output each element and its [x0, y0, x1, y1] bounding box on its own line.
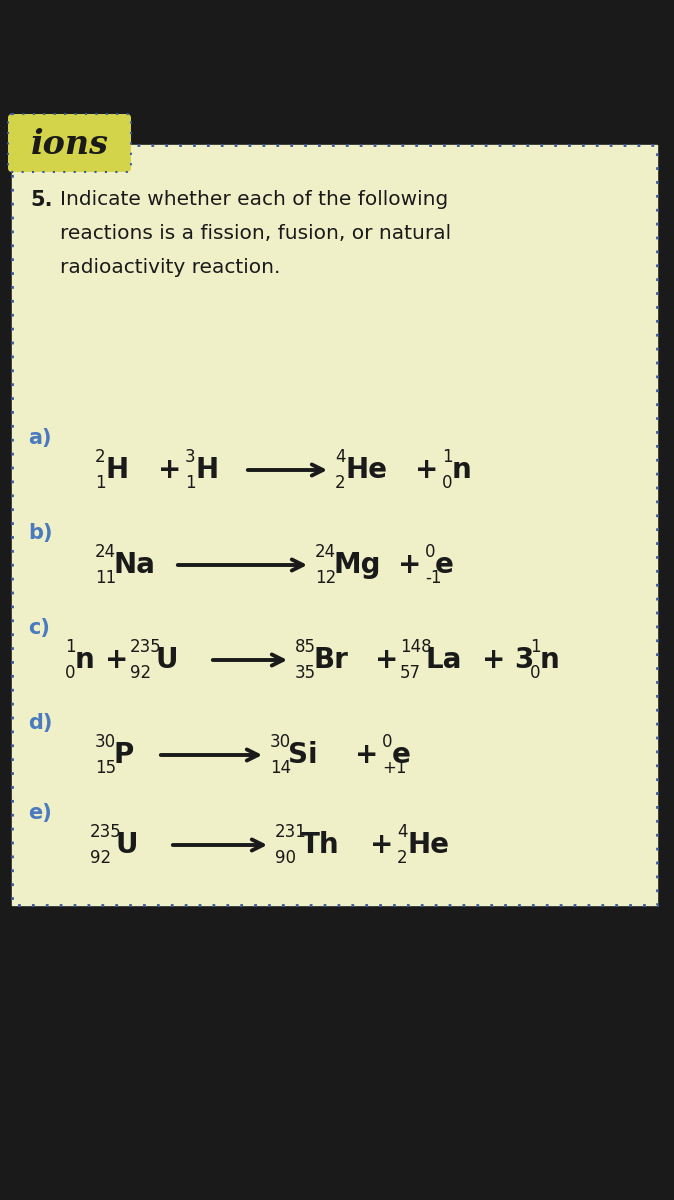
Text: +: +	[375, 646, 398, 674]
Text: 1: 1	[442, 448, 453, 466]
Text: +: +	[415, 456, 438, 484]
Text: La: La	[426, 646, 462, 674]
Text: 90: 90	[275, 850, 296, 866]
Text: 148: 148	[400, 638, 431, 656]
Text: 24: 24	[95, 542, 116, 560]
Text: 92: 92	[130, 664, 151, 682]
Text: +: +	[370, 830, 394, 859]
Text: 5.: 5.	[30, 190, 53, 210]
Text: 2: 2	[335, 474, 346, 492]
Text: ions: ions	[30, 127, 109, 161]
Text: 4: 4	[397, 823, 408, 841]
Text: 11: 11	[95, 569, 116, 587]
Text: 231: 231	[275, 823, 307, 841]
Text: 0: 0	[65, 664, 75, 682]
Text: He: He	[345, 456, 387, 484]
Text: e: e	[392, 740, 411, 769]
Text: radioactivity reaction.: radioactivity reaction.	[60, 258, 280, 277]
Text: 15: 15	[95, 758, 116, 778]
Text: e: e	[435, 551, 454, 578]
Text: 30: 30	[95, 733, 116, 751]
Text: n: n	[452, 456, 472, 484]
FancyBboxPatch shape	[8, 114, 131, 172]
Text: 2: 2	[397, 850, 408, 866]
Text: 14: 14	[270, 758, 291, 778]
Text: 0: 0	[442, 474, 452, 492]
Bar	[12, 145, 657, 905]
Text: Th: Th	[301, 830, 340, 859]
Text: b): b)	[28, 523, 53, 542]
Text: +: +	[355, 740, 378, 769]
Text: + 3: + 3	[482, 646, 534, 674]
Text: U: U	[156, 646, 179, 674]
Text: n: n	[75, 646, 95, 674]
Text: 35: 35	[295, 664, 316, 682]
Text: 0: 0	[530, 664, 541, 682]
Text: Br: Br	[313, 646, 348, 674]
Text: reactions is a fission, fusion, or natural: reactions is a fission, fusion, or natur…	[60, 224, 451, 242]
Text: H: H	[105, 456, 128, 484]
Text: H: H	[195, 456, 218, 484]
Text: Mg: Mg	[333, 551, 381, 578]
Text: U: U	[116, 830, 138, 859]
Text: 0: 0	[425, 542, 435, 560]
Text: 0: 0	[382, 733, 392, 751]
Text: 1: 1	[95, 474, 106, 492]
Text: +1: +1	[382, 758, 406, 778]
Text: 2: 2	[95, 448, 106, 466]
Text: P: P	[113, 740, 133, 769]
Text: 92: 92	[90, 850, 111, 866]
Text: 1: 1	[185, 474, 195, 492]
Text: 235: 235	[130, 638, 162, 656]
Text: 4: 4	[335, 448, 346, 466]
Text: 235: 235	[90, 823, 122, 841]
Text: +: +	[158, 456, 181, 484]
Text: 24: 24	[315, 542, 336, 560]
Text: 85: 85	[295, 638, 316, 656]
Text: 1: 1	[530, 638, 541, 656]
Text: d): d)	[28, 713, 53, 733]
Text: Si: Si	[288, 740, 317, 769]
Text: +: +	[105, 646, 128, 674]
Text: 57: 57	[400, 664, 421, 682]
Text: 12: 12	[315, 569, 336, 587]
Text: He: He	[407, 830, 449, 859]
Text: 30: 30	[270, 733, 291, 751]
Bar	[12, 145, 657, 905]
Text: a): a)	[28, 428, 51, 448]
Text: Indicate whether each of the following: Indicate whether each of the following	[60, 190, 448, 209]
Text: c): c)	[28, 618, 50, 638]
Text: n: n	[540, 646, 559, 674]
Text: e): e)	[28, 803, 52, 823]
Text: +: +	[398, 551, 421, 578]
Text: 3: 3	[185, 448, 195, 466]
Text: Na: Na	[113, 551, 155, 578]
Text: -1: -1	[425, 569, 441, 587]
Text: 1: 1	[65, 638, 75, 656]
